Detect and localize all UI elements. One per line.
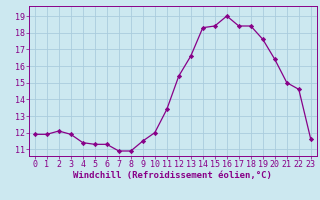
X-axis label: Windchill (Refroidissement éolien,°C): Windchill (Refroidissement éolien,°C) <box>73 171 272 180</box>
